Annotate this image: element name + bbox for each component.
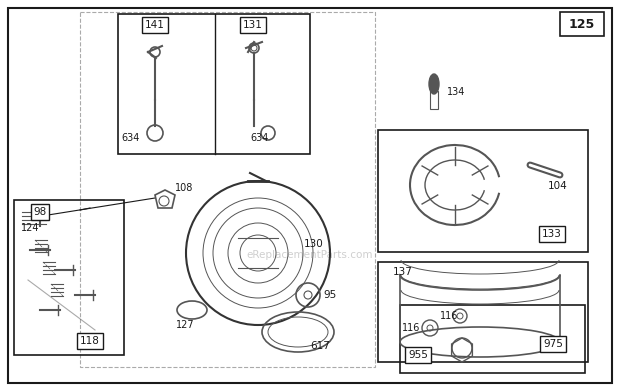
Text: 131: 131 [243, 20, 263, 30]
Text: 116: 116 [440, 311, 458, 321]
Text: 95: 95 [323, 290, 336, 300]
Text: 125: 125 [569, 18, 595, 30]
Text: 634: 634 [122, 133, 140, 143]
Text: 127: 127 [175, 320, 194, 330]
Text: 104: 104 [548, 181, 568, 191]
Text: 975: 975 [543, 339, 563, 349]
Text: 634: 634 [250, 133, 268, 143]
Text: 130: 130 [304, 239, 324, 249]
Text: 116: 116 [402, 323, 420, 333]
Ellipse shape [429, 74, 439, 94]
Bar [430, 91, 438, 109]
Bar [378, 130, 588, 252]
Bar [80, 12, 375, 367]
Text: 124: 124 [20, 223, 39, 233]
Text: 134: 134 [447, 87, 466, 97]
Text: eReplacementParts.com: eReplacementParts.com [247, 250, 373, 260]
Text: 118: 118 [80, 336, 100, 346]
Bar [14, 200, 124, 355]
Text: 108: 108 [175, 183, 193, 193]
Text: 955: 955 [408, 350, 428, 360]
Text: 137: 137 [393, 267, 413, 277]
Text: 98: 98 [33, 207, 46, 217]
Bar [560, 12, 604, 36]
Text: 133: 133 [542, 229, 562, 239]
Bar [378, 262, 588, 362]
Bar [400, 305, 585, 373]
Bar [118, 14, 310, 154]
Text: 617: 617 [310, 341, 330, 351]
Text: 141: 141 [145, 20, 165, 30]
